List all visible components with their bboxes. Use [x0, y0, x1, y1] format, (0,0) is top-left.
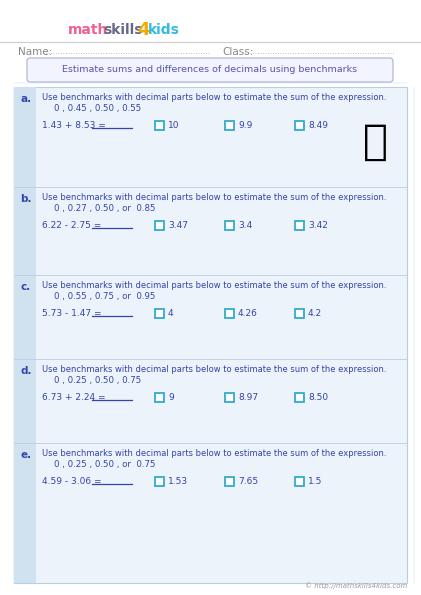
Bar	[155, 477, 164, 486]
Text: © http://mathskills4kids.com: © http://mathskills4kids.com	[305, 583, 407, 589]
Text: 0 , 0.45 , 0.50 , 0.55: 0 , 0.45 , 0.50 , 0.55	[54, 104, 141, 112]
Bar	[225, 221, 234, 230]
Text: 3.42: 3.42	[308, 221, 328, 230]
Text: Name:: Name:	[18, 47, 52, 57]
Bar	[295, 121, 304, 130]
Text: 1.5: 1.5	[308, 477, 322, 486]
Bar	[155, 121, 164, 130]
Text: Use benchmarks with decimal parts below to estimate the sum of the expression.: Use benchmarks with decimal parts below …	[42, 92, 386, 102]
Text: 9: 9	[168, 393, 174, 402]
Text: Use benchmarks with decimal parts below to estimate the sum of the expression.: Use benchmarks with decimal parts below …	[42, 280, 386, 290]
Text: 9.9: 9.9	[238, 121, 252, 130]
Text: e.: e.	[21, 450, 32, 460]
Text: 5.73 - 1.47 =: 5.73 - 1.47 =	[42, 308, 101, 318]
Bar	[155, 308, 164, 318]
Text: Use benchmarks with decimal parts below to estimate the sum of the expression.: Use benchmarks with decimal parts below …	[42, 193, 386, 202]
Text: 6.73 + 2.24 =: 6.73 + 2.24 =	[42, 393, 106, 402]
Bar	[155, 221, 164, 230]
Bar	[225, 121, 234, 130]
Text: a.: a.	[21, 94, 32, 104]
Text: 0 , 0.25 , 0.50 , or  0.75: 0 , 0.25 , 0.50 , or 0.75	[54, 459, 155, 468]
Text: kids: kids	[148, 23, 180, 37]
Bar	[225, 477, 234, 486]
Text: 0 , 0.25 , 0.50 , 0.75: 0 , 0.25 , 0.50 , 0.75	[54, 375, 141, 384]
Text: 4.59 - 3.06 =: 4.59 - 3.06 =	[42, 477, 101, 486]
Text: 👧: 👧	[362, 121, 387, 163]
Text: 4.26: 4.26	[238, 308, 258, 318]
Bar	[295, 477, 304, 486]
Text: 8.50: 8.50	[308, 393, 328, 402]
Text: 1.53: 1.53	[168, 477, 188, 486]
Text: 3.4: 3.4	[238, 221, 252, 230]
Text: 10: 10	[168, 121, 179, 130]
Text: b.: b.	[20, 194, 32, 204]
Text: 4: 4	[137, 21, 149, 39]
Text: 4: 4	[168, 308, 173, 318]
Text: math: math	[68, 23, 108, 37]
Text: d.: d.	[20, 366, 32, 376]
Text: skills: skills	[103, 23, 142, 37]
Text: 1.43 + 8.53 =: 1.43 + 8.53 =	[42, 121, 106, 130]
Text: Estimate sums and differences of decimals using benchmarks: Estimate sums and differences of decimal…	[62, 65, 357, 74]
Text: 0 , 0.27 , 0.50 , or  0.85: 0 , 0.27 , 0.50 , or 0.85	[54, 203, 155, 212]
Bar	[295, 308, 304, 318]
Bar	[295, 393, 304, 402]
Text: 0 , 0.55 , 0.75 , or  0.95: 0 , 0.55 , 0.75 , or 0.95	[54, 292, 155, 300]
Bar	[225, 393, 234, 402]
Text: 4.2: 4.2	[308, 308, 322, 318]
Text: 3.47: 3.47	[168, 221, 188, 230]
Bar	[155, 393, 164, 402]
Text: Use benchmarks with decimal parts below to estimate the sum of the expression.: Use benchmarks with decimal parts below …	[42, 449, 386, 458]
Text: 8.49: 8.49	[308, 121, 328, 130]
Bar	[14, 87, 407, 583]
Text: c.: c.	[21, 282, 31, 292]
Text: Class:: Class:	[222, 47, 253, 57]
Bar	[295, 221, 304, 230]
Text: 7.65: 7.65	[238, 477, 258, 486]
Text: 8.97: 8.97	[238, 393, 258, 402]
Text: Use benchmarks with decimal parts below to estimate the sum of the expression.: Use benchmarks with decimal parts below …	[42, 365, 386, 374]
Bar	[225, 308, 234, 318]
Text: 6.22 - 2.75 =: 6.22 - 2.75 =	[42, 221, 101, 230]
FancyBboxPatch shape	[27, 58, 393, 82]
Bar	[14, 87, 36, 583]
